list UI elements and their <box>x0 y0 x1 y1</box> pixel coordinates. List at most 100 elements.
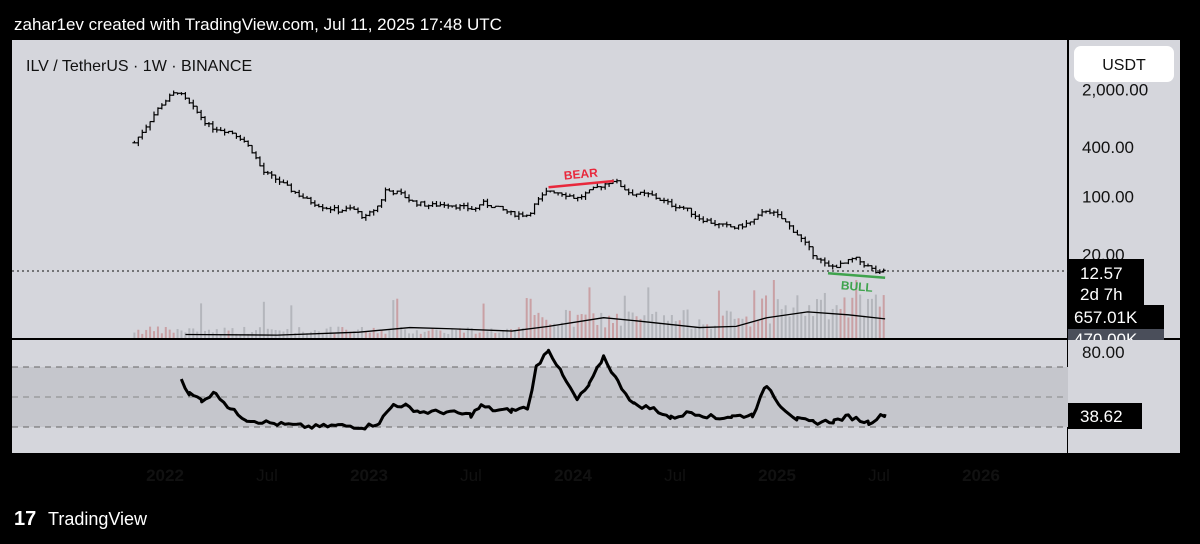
candle <box>748 221 753 226</box>
candle <box>760 209 765 217</box>
volume-bar <box>223 327 226 338</box>
currency-button[interactable]: USDT <box>1074 46 1174 82</box>
candle <box>371 209 376 216</box>
volume-bar <box>443 332 446 338</box>
candle <box>771 210 776 217</box>
candle <box>324 206 329 210</box>
volume-bar <box>364 330 367 338</box>
volume-bar <box>502 330 505 338</box>
candle <box>305 195 310 199</box>
volume-bar <box>239 334 242 338</box>
volume-bar <box>466 327 469 338</box>
candle <box>505 209 510 214</box>
candle <box>265 170 270 175</box>
candle <box>199 109 204 121</box>
rsi-scale[interactable] <box>1068 340 1180 453</box>
volume-bar <box>788 316 791 338</box>
candle <box>552 190 557 194</box>
candle <box>473 207 478 212</box>
candle <box>254 151 259 160</box>
volume-bar <box>459 328 462 338</box>
volume-bar <box>596 324 599 338</box>
candle <box>665 198 670 205</box>
candle <box>422 200 427 207</box>
volume-bar <box>506 328 509 338</box>
candle <box>662 197 667 204</box>
volume-bar <box>388 329 391 338</box>
candle <box>587 189 592 194</box>
candle <box>391 190 396 196</box>
candle <box>767 208 772 215</box>
volume-bar <box>290 305 293 338</box>
candle <box>720 223 725 227</box>
volume-bar <box>694 327 697 338</box>
volume-bar <box>686 309 689 338</box>
volume-bar <box>486 331 489 338</box>
volume-bar <box>462 332 465 338</box>
candle <box>273 174 278 183</box>
volume-bar <box>659 323 662 338</box>
bear-label: BEAR <box>563 166 599 183</box>
volume-bar <box>647 287 650 338</box>
volume-bar <box>831 308 834 338</box>
volume-ma-line <box>185 311 886 336</box>
candle <box>873 265 878 274</box>
candle <box>713 219 718 227</box>
candle <box>501 205 506 211</box>
volume-bar <box>172 332 175 338</box>
volume-bar <box>827 319 830 338</box>
volume-bar <box>317 331 320 338</box>
candle <box>489 205 494 209</box>
candle <box>383 187 388 202</box>
volume-bar <box>262 301 265 338</box>
candle <box>650 190 655 196</box>
candle <box>575 196 580 202</box>
last-price-label: 12.57 2d 7h <box>1068 259 1144 305</box>
candle <box>540 192 545 202</box>
candle <box>842 262 847 264</box>
rsi-value-label: 38.62 <box>1068 403 1142 429</box>
candle <box>171 90 176 96</box>
candle <box>689 207 694 218</box>
candle <box>450 205 455 208</box>
volume-bar <box>584 314 587 338</box>
candle <box>862 260 867 268</box>
candle <box>701 216 706 224</box>
candle <box>869 265 874 272</box>
candle <box>509 210 514 216</box>
volume-bar <box>176 328 179 338</box>
volume-bar <box>431 328 434 338</box>
volume-bar <box>843 297 846 338</box>
time-axis[interactable]: 2022 Jul 2023 Jul 2024 Jul 2025 Jul 2026 <box>146 466 1000 485</box>
volume-bar <box>392 300 395 338</box>
candle <box>603 182 608 190</box>
candle <box>583 191 588 200</box>
candle <box>226 130 231 134</box>
volume-bar <box>357 329 360 338</box>
candle <box>195 105 200 114</box>
candle <box>222 128 227 136</box>
candle <box>669 198 674 208</box>
candle <box>791 225 796 233</box>
volume-bar <box>243 326 246 338</box>
volume-bar <box>741 318 744 338</box>
volume-bar <box>137 329 140 338</box>
volume-bar <box>455 330 458 338</box>
volume-bar <box>600 312 603 338</box>
rsi-line <box>179 348 887 431</box>
volume-bar <box>415 330 418 338</box>
volume-bar <box>663 315 666 338</box>
volume-bar <box>706 324 709 338</box>
candle <box>191 99 196 110</box>
volume-bar <box>513 330 516 338</box>
currency-button-label: USDT <box>1102 57 1146 74</box>
volume-bar <box>557 325 560 338</box>
candle <box>654 192 659 200</box>
volume-bar <box>545 319 548 338</box>
candle <box>764 210 769 214</box>
volume-bar <box>510 329 513 338</box>
volume-bar <box>804 315 807 338</box>
candle <box>634 193 639 198</box>
volume-bar <box>266 328 269 338</box>
